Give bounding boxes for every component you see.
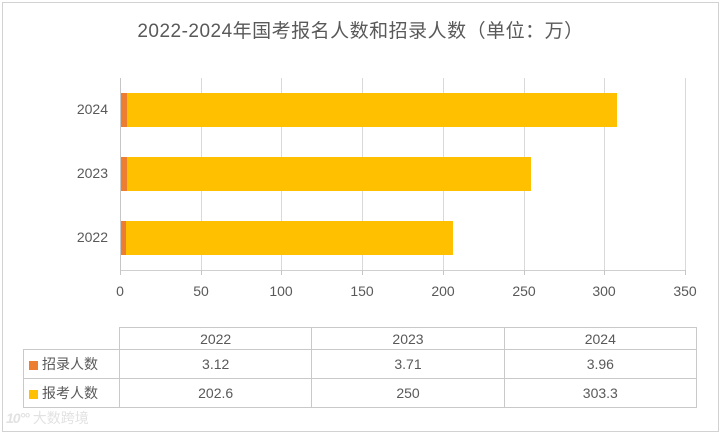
table-value-applicants-2022: 202.6 bbox=[120, 379, 313, 408]
bar-applicants-2024 bbox=[127, 93, 617, 127]
axis-tick bbox=[281, 270, 282, 275]
series-name: 招录人数 bbox=[42, 356, 98, 372]
table-row-label-applicants: 报考人数 bbox=[23, 379, 120, 408]
table-row-label-recruited: 招录人数 bbox=[23, 350, 120, 379]
table-header-2024: 2024 bbox=[504, 327, 697, 350]
legend-key-recruited bbox=[29, 361, 38, 370]
bar-recruited-2024 bbox=[121, 93, 128, 127]
watermark-text: 大数跨境 bbox=[32, 410, 89, 426]
chart-title: 2022-2024年国考报名人数和招录人数（单位：万） bbox=[137, 21, 584, 42]
watermark-logo-icon: 10°° bbox=[6, 410, 30, 426]
table-header-2023: 2023 bbox=[312, 327, 505, 350]
table-value-recruited-2022: 3.12 bbox=[120, 350, 313, 379]
bar-group-2023 bbox=[121, 157, 686, 191]
table-header-2022: 2022 bbox=[120, 327, 313, 350]
x-axis-label: 100 bbox=[269, 283, 293, 299]
bar-group-2024 bbox=[121, 93, 686, 127]
x-axis-label: 200 bbox=[431, 283, 455, 299]
axis-tick bbox=[685, 270, 686, 275]
category-label-2023: 2023 bbox=[76, 165, 108, 181]
axis-tick bbox=[524, 270, 525, 275]
x-axis-label: 0 bbox=[116, 283, 124, 299]
plot-area bbox=[120, 78, 686, 275]
bar-applicants-2023 bbox=[126, 157, 531, 191]
table-value-recruited-2024: 3.96 bbox=[504, 350, 697, 379]
gridline bbox=[604, 78, 605, 270]
bar-recruited-2023 bbox=[121, 157, 127, 191]
axis-tick bbox=[443, 270, 444, 275]
watermark: 10°° 大数跨境 bbox=[6, 408, 89, 428]
x-axis-label: 50 bbox=[193, 283, 209, 299]
x-axis-label: 350 bbox=[673, 283, 697, 299]
axis-tick bbox=[604, 270, 605, 275]
bar-applicants-2022 bbox=[126, 221, 454, 255]
gridline bbox=[685, 78, 686, 270]
axis-tick bbox=[362, 270, 363, 275]
table-value-applicants-2023: 250 bbox=[312, 379, 505, 408]
x-axis-label: 150 bbox=[350, 283, 374, 299]
x-axis-label: 300 bbox=[592, 283, 616, 299]
x-axis-label: 250 bbox=[512, 283, 536, 299]
category-label-2024: 2024 bbox=[76, 101, 108, 117]
legend-key-applicants bbox=[29, 390, 38, 399]
axis-tick bbox=[201, 270, 202, 275]
series-name: 报考人数 bbox=[42, 385, 98, 401]
category-label-2022: 2022 bbox=[76, 229, 108, 245]
bar-group-2022 bbox=[121, 221, 686, 255]
table-value-applicants-2024: 303.3 bbox=[504, 379, 697, 408]
table-corner-cell bbox=[23, 327, 120, 350]
table-value-recruited-2023: 3.71 bbox=[312, 350, 505, 379]
bar-recruited-2022 bbox=[121, 221, 127, 255]
axis-tick bbox=[120, 270, 121, 275]
